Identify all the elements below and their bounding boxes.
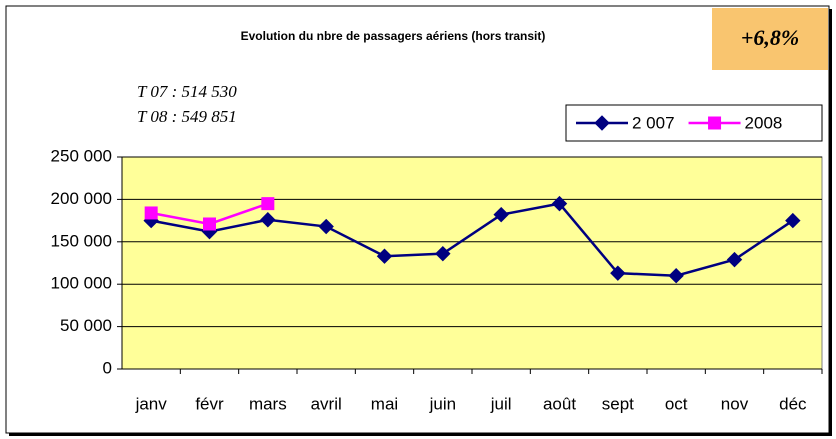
x-tick-label: juin [429, 394, 456, 413]
data-point [203, 217, 216, 231]
legend-marker [708, 116, 722, 130]
data-point [376, 248, 393, 264]
data-point [551, 195, 568, 212]
x-tick-label: janv [135, 394, 168, 413]
data-point [435, 245, 451, 262]
data-point [493, 206, 509, 223]
y-tick-label: 250 000 [51, 146, 112, 165]
x-tick-label: mars [249, 394, 287, 413]
legend-label: 2008 [745, 113, 783, 132]
data-point [318, 218, 334, 235]
plot-area [121, 156, 823, 370]
legend-marker [594, 115, 610, 131]
chart-title: Evolution du nbre de passagers aériens (… [241, 29, 546, 43]
x-tick-label: juil [490, 394, 512, 413]
y-tick-label: 200 000 [51, 189, 112, 208]
growth-annotation: +6,8% [741, 25, 799, 50]
x-tick-label: févr [195, 394, 224, 413]
x-tick-label: août [543, 394, 576, 413]
data-point [261, 197, 275, 211]
y-tick-label: 50 000 [60, 316, 112, 335]
y-tick-label: 150 000 [51, 231, 112, 250]
x-tick-label: déc [779, 394, 807, 413]
x-tick-label: mai [371, 394, 398, 413]
annotation: T 07 : 514 530 [137, 82, 237, 101]
data-point [668, 268, 684, 284]
y-tick-label: 100 000 [51, 274, 112, 293]
data-point [260, 212, 276, 228]
series-line [150, 202, 794, 277]
y-tick-label: 0 [103, 358, 112, 377]
data-point [610, 265, 626, 281]
legend-label: 2 007 [632, 113, 675, 132]
annotation: T 08 : 549 851 [137, 107, 237, 126]
data-point [144, 206, 158, 220]
x-tick-label: oct [665, 394, 688, 413]
data-point [785, 212, 801, 229]
x-tick-label: nov [721, 394, 749, 413]
x-tick-label: avril [311, 394, 342, 413]
highlight-box [712, 8, 828, 70]
x-tick-label: sept [602, 394, 634, 413]
data-point [726, 251, 743, 268]
